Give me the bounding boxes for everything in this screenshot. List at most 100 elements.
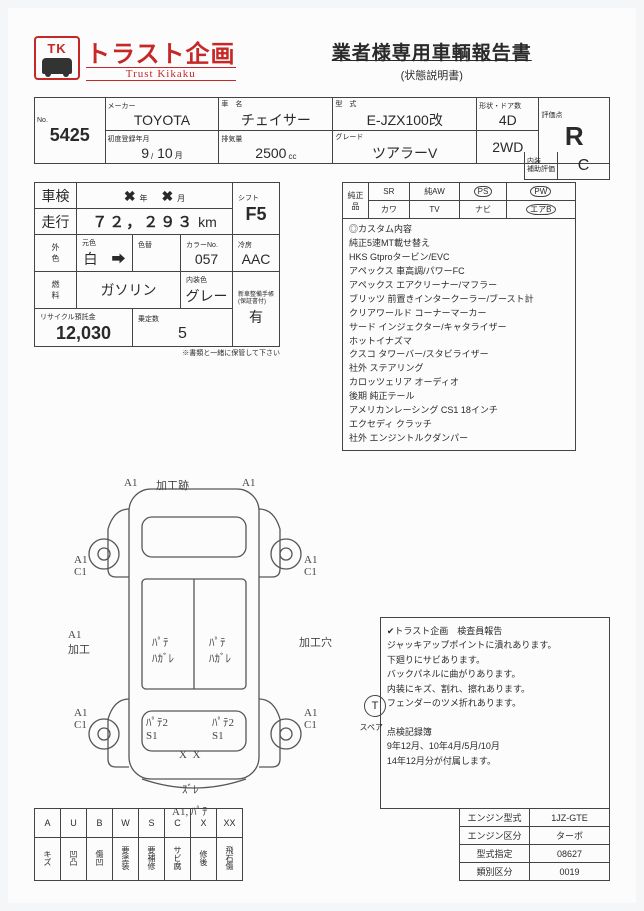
legend-head: XX — [217, 809, 243, 838]
custom-line: 社外 エンジントルクダンパー — [349, 432, 569, 446]
damage-annotation: ﾊﾟﾃ2 S1 — [146, 714, 168, 742]
damage-annotation: A1 C1 — [74, 554, 87, 578]
maker-cell: メーカーTOYOTA — [105, 98, 219, 131]
car-icon — [42, 58, 72, 74]
brand-jp: トラスト企画 — [86, 34, 236, 69]
custom-line: エクセディ クラッチ — [349, 418, 569, 432]
name-cell: 車 名チェイサー — [219, 98, 333, 131]
damage-annotation: A1 C1 — [304, 554, 317, 578]
logo-tk: TK — [47, 41, 66, 56]
custom-line: 後期 純正テール — [349, 390, 569, 404]
legend-head: W — [113, 809, 139, 838]
inspector-line: 9年12月、10年4月/5月/10月 — [387, 739, 603, 753]
ac-cell: 冷房AAC — [233, 235, 280, 272]
logo: TK トラスト企画 Trust Kikaku — [34, 34, 236, 81]
spec-table: 車検 ✖ 年 ✖ 月 シフトF5 走行 ７２，２９３ km 外 色 元色白 ➡ … — [34, 182, 280, 347]
damage-annotation: 加工穴 — [299, 634, 332, 650]
custom-line: アメリカンレーシング CS1 18インチ — [349, 404, 569, 418]
engine-cell: 0019 — [530, 863, 610, 881]
engine-cell: 型式指定 — [460, 845, 530, 863]
report-sheet: TK トラスト企画 Trust Kikaku 業者様専用車輌報告書 (状態説明書… — [8, 8, 636, 903]
equip-head: 純正 品 SR 純AW PS PW カワ TV ナビ エアB — [342, 182, 576, 219]
disp-cell: 排気量2500cc — [219, 131, 333, 164]
equipment-box: 純正 品 SR 純AW PS PW カワ TV ナビ エアB ◎カスタム内容 純… — [342, 182, 576, 451]
engine-cell: ターボ — [530, 827, 610, 845]
legend-head: U — [61, 809, 87, 838]
legend-cell: 修 後 — [191, 838, 217, 881]
recycle-cell: リサイクル預託金12,030 — [35, 309, 133, 347]
inspector-line: 点検記録簿 — [387, 725, 603, 739]
damage-annotation: ｽﾞﾚ — [182, 781, 199, 797]
fuel-lbl: 燃 料 — [35, 272, 77, 309]
int-lbl: 内装 補助評価 — [524, 152, 558, 180]
keep-note: ※書類と一緒に保管して下さい — [34, 348, 280, 358]
shaken-val: ✖ 年 ✖ 月 — [77, 183, 233, 209]
custom-line: サード インジェクター/キャタライザー — [349, 321, 569, 335]
legend-cell: 凹 凸 — [61, 838, 87, 881]
legend-cell: 飛 石 傷 — [217, 838, 243, 881]
spec-left: 車検 ✖ 年 ✖ 月 シフトF5 走行 ７２，２９３ km 外 色 元色白 ➡ … — [34, 182, 280, 358]
custom-line: ホットイナズマ — [349, 335, 569, 349]
legend-cell: 要 塗 装 — [113, 838, 139, 881]
damage-annotation: A1 加工 — [68, 629, 90, 657]
legend-head: S — [139, 809, 165, 838]
engine-cell: エンジン型式 — [460, 809, 530, 827]
engine-cell: 1JZ-GTE — [530, 809, 610, 827]
custom-line: ブリッツ 前置きインタークーラー/ブースト計 — [349, 293, 569, 307]
inspector-line: バックパネルに曲がりあります。 — [387, 667, 603, 681]
chg-cell: 色替 — [133, 235, 181, 272]
book-cell: 新車整備手帳 (保証書付)有 — [233, 272, 280, 347]
footer-row: AUBWSCXXX キ ズ凹 凸傷 凹要 塗 装要 補 修サ ビ 腐修 後飛 石… — [34, 808, 610, 881]
inspector-line: 内装にキズ、割れ、擦れあります。 — [387, 682, 603, 696]
custom-line: 社外 ステアリング — [349, 362, 569, 376]
damage-annotation: A1 C1 — [304, 707, 317, 731]
damage-annotation: A1 — [124, 477, 137, 489]
run-lbl: 走行 — [35, 209, 77, 235]
shape-cell: 形状・ドア数4D — [477, 98, 539, 131]
legend-head: X — [191, 809, 217, 838]
int-score: C — [558, 152, 610, 180]
legend-cell: 要 補 修 — [139, 838, 165, 881]
car-diagram: A1加工跡A1A1 C1A1 C1A1 加工ﾊﾟﾃ ﾊｶﾞﾚﾊﾟﾃ ﾊｶﾞﾚ加工… — [34, 459, 356, 809]
inspector-line: ジャッキアップポイントに潰れあります。 — [387, 638, 603, 652]
legend-head: C — [165, 809, 191, 838]
cap-cell: 乗定数5 — [133, 309, 233, 347]
engine-table: エンジン型式1JZ-GTEエンジン区分ターボ型式指定08627類別区分0019 — [459, 808, 610, 881]
intcol-cell: 内装色グレー — [181, 272, 233, 309]
spare-tire-icon: T — [364, 695, 386, 717]
custom-line: カロッツェリア オーディオ — [349, 376, 569, 390]
no-cell: No. 5425 — [35, 98, 106, 164]
inspector-line: 14年12月分が付属します。 — [387, 754, 603, 768]
legend-head: A — [35, 809, 61, 838]
damage-annotation: ﾊﾟﾃ2 S1 — [212, 714, 234, 742]
title-main: 業者様専用車輌報告書 — [254, 38, 610, 65]
colno-cell: カラーNo.057 — [181, 235, 233, 272]
title-sub: (状態説明書) — [254, 67, 610, 83]
legend-cell: キ ズ — [35, 838, 61, 881]
damage-annotation: A1 C1 — [74, 707, 87, 731]
custom-line: HKS Gtproタービン/EVC — [349, 251, 569, 265]
shift-cell: シフトF5 — [233, 183, 280, 235]
run-val: ７２，２９３ km — [77, 209, 233, 235]
spec-row: 車検 ✖ 年 ✖ 月 シフトF5 走行 ７２，２９３ km 外 色 元色白 ➡ … — [34, 182, 610, 451]
logo-badge-icon: TK — [34, 36, 80, 80]
inspector-line — [387, 710, 603, 724]
engine-cell: エンジン区分 — [460, 827, 530, 845]
reg-cell: 初度登録年月9/ 10月 — [105, 131, 219, 164]
header: TK トラスト企画 Trust Kikaku 業者様専用車輌報告書 (状態説明書… — [34, 30, 610, 83]
engine-cell: 類別区分 — [460, 863, 530, 881]
inspector-line: 下廻りにサビあります。 — [387, 653, 603, 667]
damage-legend: AUBWSCXXX キ ズ凹 凸傷 凹要 塗 装要 補 修サ ビ 腐修 後飛 石… — [34, 808, 243, 881]
damage-annotation: 加工跡 — [156, 477, 189, 493]
legend-head: B — [87, 809, 113, 838]
orig-cell: 元色白 ➡ — [77, 235, 133, 272]
damage-annotation: A1 — [242, 477, 255, 489]
ext-lbl: 外 色 — [35, 235, 77, 272]
engine-cell: 08627 — [530, 845, 610, 863]
custom-line: アペックス エアクリーナー/マフラー — [349, 279, 569, 293]
custom-line: クリアワールド コーナーマーカー — [349, 307, 569, 321]
damage-annotation: ﾊﾟﾃ ﾊｶﾞﾚ — [209, 634, 231, 666]
legend-cell: サ ビ 腐 — [165, 838, 191, 881]
custom-line: 純正5速MT載せ替え — [349, 237, 569, 251]
title-block: 業者様専用車輌報告書 (状態説明書) — [254, 38, 610, 83]
